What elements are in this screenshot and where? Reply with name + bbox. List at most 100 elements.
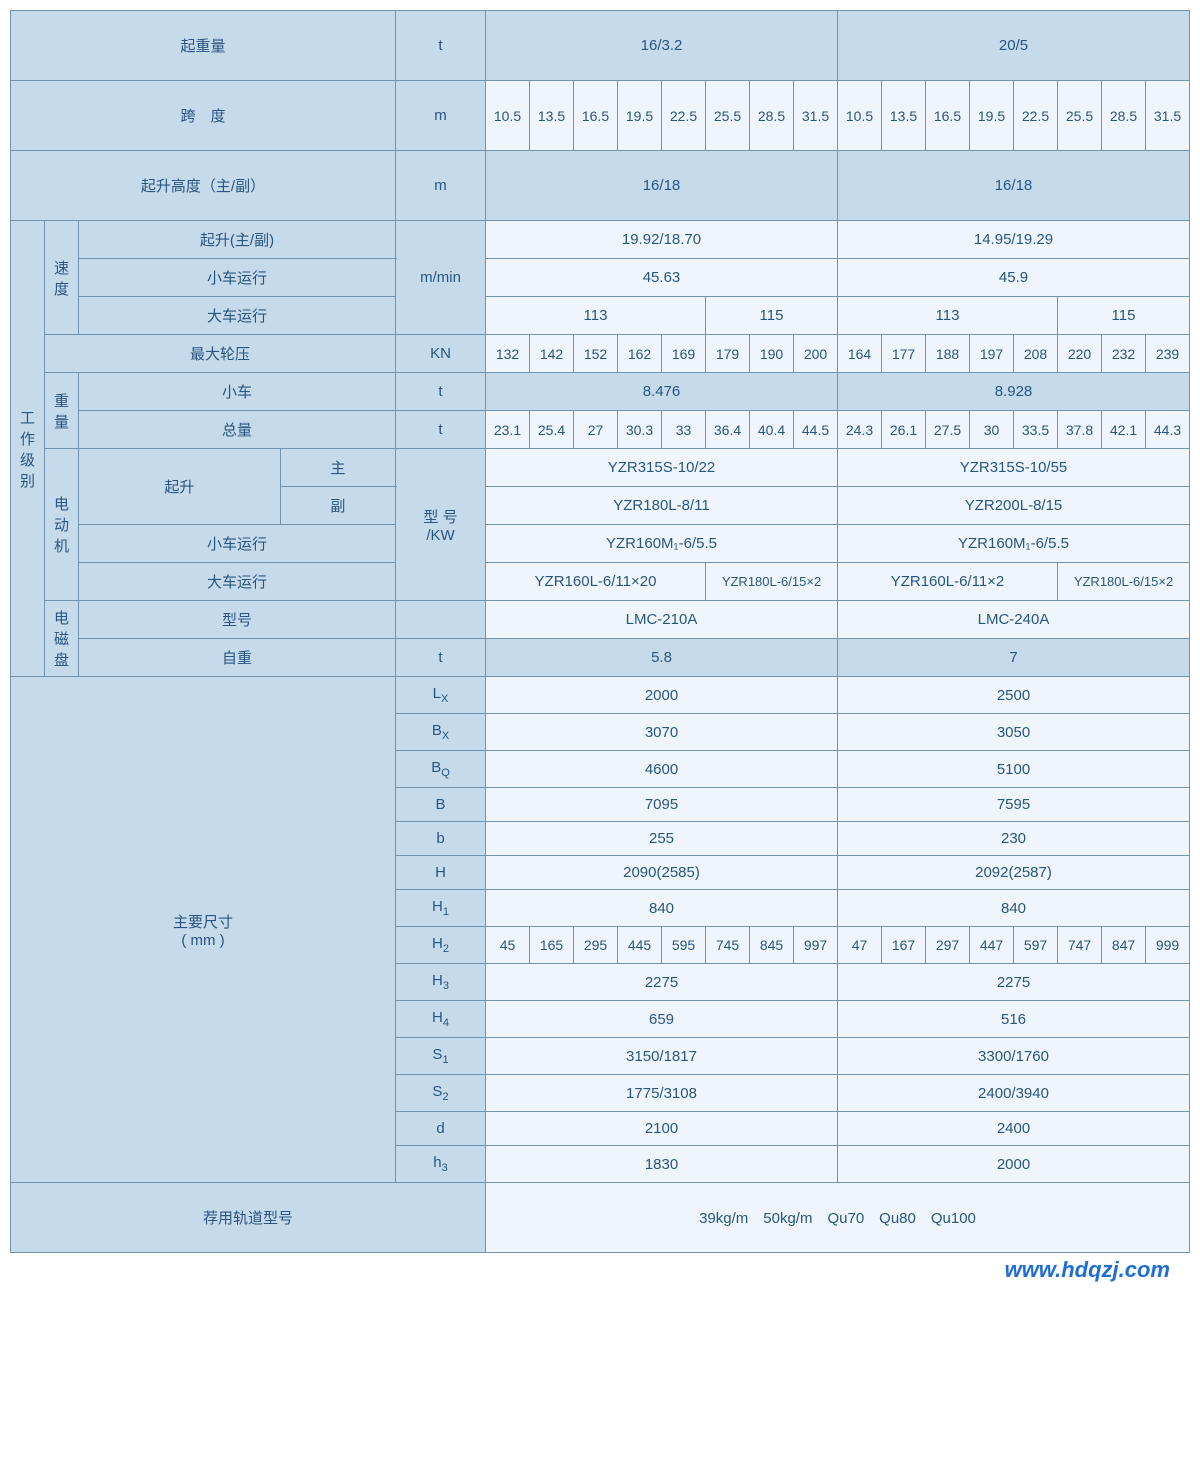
magnet-model-b: LMC-240A bbox=[838, 601, 1190, 639]
wheel-label: 最大轮压 bbox=[45, 335, 396, 373]
d-a: 2100 bbox=[486, 1112, 838, 1146]
motor-aux-label: 副 bbox=[280, 487, 395, 525]
H2-v1: 165 bbox=[530, 927, 574, 964]
unit-modelkw: 型 号 /KW bbox=[396, 449, 486, 601]
wt-v4: 33 bbox=[662, 411, 706, 449]
H2-v14: 847 bbox=[1102, 927, 1146, 964]
wheel-v10: 188 bbox=[926, 335, 970, 373]
unit-m: m bbox=[396, 81, 486, 151]
wt-v0: 23.1 bbox=[486, 411, 530, 449]
wt-v15: 44.3 bbox=[1146, 411, 1190, 449]
speed-crane-b2: 115 bbox=[1058, 297, 1190, 335]
wheel-v2: 152 bbox=[574, 335, 618, 373]
dim-b: b bbox=[396, 822, 486, 856]
dim-S1: S1 bbox=[396, 1038, 486, 1075]
wheel-v1: 142 bbox=[530, 335, 574, 373]
wt-v9: 26.1 bbox=[882, 411, 926, 449]
lift-h-a: 16/18 bbox=[486, 151, 838, 221]
wheel-v12: 208 bbox=[1014, 335, 1058, 373]
speed-lift-a: 19.92/18.70 bbox=[486, 221, 838, 259]
weight-trolley-b: 8.928 bbox=[838, 373, 1190, 411]
wheel-v0: 132 bbox=[486, 335, 530, 373]
magnet-label: 电磁盘 bbox=[45, 601, 79, 677]
unit-t3: t bbox=[396, 411, 486, 449]
H2-v2: 295 bbox=[574, 927, 618, 964]
motor-crane-label: 大车运行 bbox=[79, 563, 396, 601]
H2-v0: 45 bbox=[486, 927, 530, 964]
speed-trolley-a: 45.63 bbox=[486, 259, 838, 297]
weight-trolley-a: 8.476 bbox=[486, 373, 838, 411]
speed-lift-label: 起升(主/副) bbox=[79, 221, 396, 259]
motor-main-b: YZR315S-10/55 bbox=[838, 449, 1190, 487]
span-v12: 22.5 bbox=[1014, 81, 1058, 151]
H2-v13: 747 bbox=[1058, 927, 1102, 964]
motor-trolley-b: YZR160M₁-6/5.5 bbox=[838, 525, 1190, 563]
wt-v3: 30.3 bbox=[618, 411, 662, 449]
span-v10: 16.5 bbox=[926, 81, 970, 151]
unit-t: t bbox=[396, 11, 486, 81]
main-dims-label: 主要尺寸 ( mm ) bbox=[11, 677, 396, 1183]
motor-crane-b1: YZR160L-6/11×2 bbox=[838, 563, 1058, 601]
speed-trolley-label: 小车运行 bbox=[79, 259, 396, 297]
wt-v6: 40.4 bbox=[750, 411, 794, 449]
S1-a: 3150/1817 bbox=[486, 1038, 838, 1075]
speed-crane-b1: 113 bbox=[838, 297, 1058, 335]
H-a: 2090(2585) bbox=[486, 856, 838, 890]
wheel-v14: 232 bbox=[1102, 335, 1146, 373]
motor-crane-a1: YZR160L-6/11×20 bbox=[486, 563, 706, 601]
span-v3: 19.5 bbox=[618, 81, 662, 151]
wheel-v15: 239 bbox=[1146, 335, 1190, 373]
lift-height-label: 起升高度（主/副） bbox=[11, 151, 396, 221]
dim-Lx: LX bbox=[396, 677, 486, 714]
dim-H1: H1 bbox=[396, 890, 486, 927]
magnet-model-label: 型号 bbox=[79, 601, 396, 639]
span-v2: 16.5 bbox=[574, 81, 618, 151]
weight-label: 重量 bbox=[45, 373, 79, 449]
wheel-v4: 169 bbox=[662, 335, 706, 373]
speed-crane-label: 大车运行 bbox=[79, 297, 396, 335]
cap-a: 16/3.2 bbox=[486, 11, 838, 81]
unit-kn: KN bbox=[396, 335, 486, 373]
unit-t4: t bbox=[396, 639, 486, 677]
span-v13: 25.5 bbox=[1058, 81, 1102, 151]
H1-b: 840 bbox=[838, 890, 1190, 927]
weight-total-label: 总量 bbox=[79, 411, 396, 449]
wheel-v7: 200 bbox=[794, 335, 838, 373]
span-v0: 10.5 bbox=[486, 81, 530, 151]
magnet-weight-a: 5.8 bbox=[486, 639, 838, 677]
H2-v9: 167 bbox=[882, 927, 926, 964]
H2-v6: 845 bbox=[750, 927, 794, 964]
dim-S2: S2 bbox=[396, 1075, 486, 1112]
H3-b: 2275 bbox=[838, 964, 1190, 1001]
h3-b: 2000 bbox=[838, 1146, 1190, 1183]
wt-v11: 30 bbox=[970, 411, 1014, 449]
watermark: www.hdqzj.com bbox=[10, 1257, 1190, 1283]
wheel-v5: 179 bbox=[706, 335, 750, 373]
H2-v7: 997 bbox=[794, 927, 838, 964]
H2-v5: 745 bbox=[706, 927, 750, 964]
H3-a: 2275 bbox=[486, 964, 838, 1001]
wheel-v8: 164 bbox=[838, 335, 882, 373]
H2-v3: 445 bbox=[618, 927, 662, 964]
Lx-b: 2500 bbox=[838, 677, 1190, 714]
span-v6: 28.5 bbox=[750, 81, 794, 151]
S1-b: 3300/1760 bbox=[838, 1038, 1190, 1075]
main-dims-unit: ( mm ) bbox=[13, 932, 393, 949]
speed-crane-a2: 115 bbox=[706, 297, 838, 335]
B-a: 7095 bbox=[486, 788, 838, 822]
rail-value: 39kg/m 50kg/m Qu70 Qu80 Qu100 bbox=[486, 1183, 1190, 1253]
cap-b: 20/5 bbox=[838, 11, 1190, 81]
H4-a: 659 bbox=[486, 1001, 838, 1038]
H2-v4: 595 bbox=[662, 927, 706, 964]
d-b: 2400 bbox=[838, 1112, 1190, 1146]
lifting-cap-label: 起重量 bbox=[11, 11, 396, 81]
H2-v12: 597 bbox=[1014, 927, 1058, 964]
unit-mmin: m/min bbox=[396, 221, 486, 335]
dim-H: H bbox=[396, 856, 486, 890]
magnet-model-a: LMC-210A bbox=[486, 601, 838, 639]
Lx-a: 2000 bbox=[486, 677, 838, 714]
span-v7: 31.5 bbox=[794, 81, 838, 151]
wt-v14: 42.1 bbox=[1102, 411, 1146, 449]
crane-spec-table: 起重量 t 16/3.2 20/5 跨 度 m 10.5 13.5 16.5 1… bbox=[10, 10, 1190, 1253]
dim-B: B bbox=[396, 788, 486, 822]
